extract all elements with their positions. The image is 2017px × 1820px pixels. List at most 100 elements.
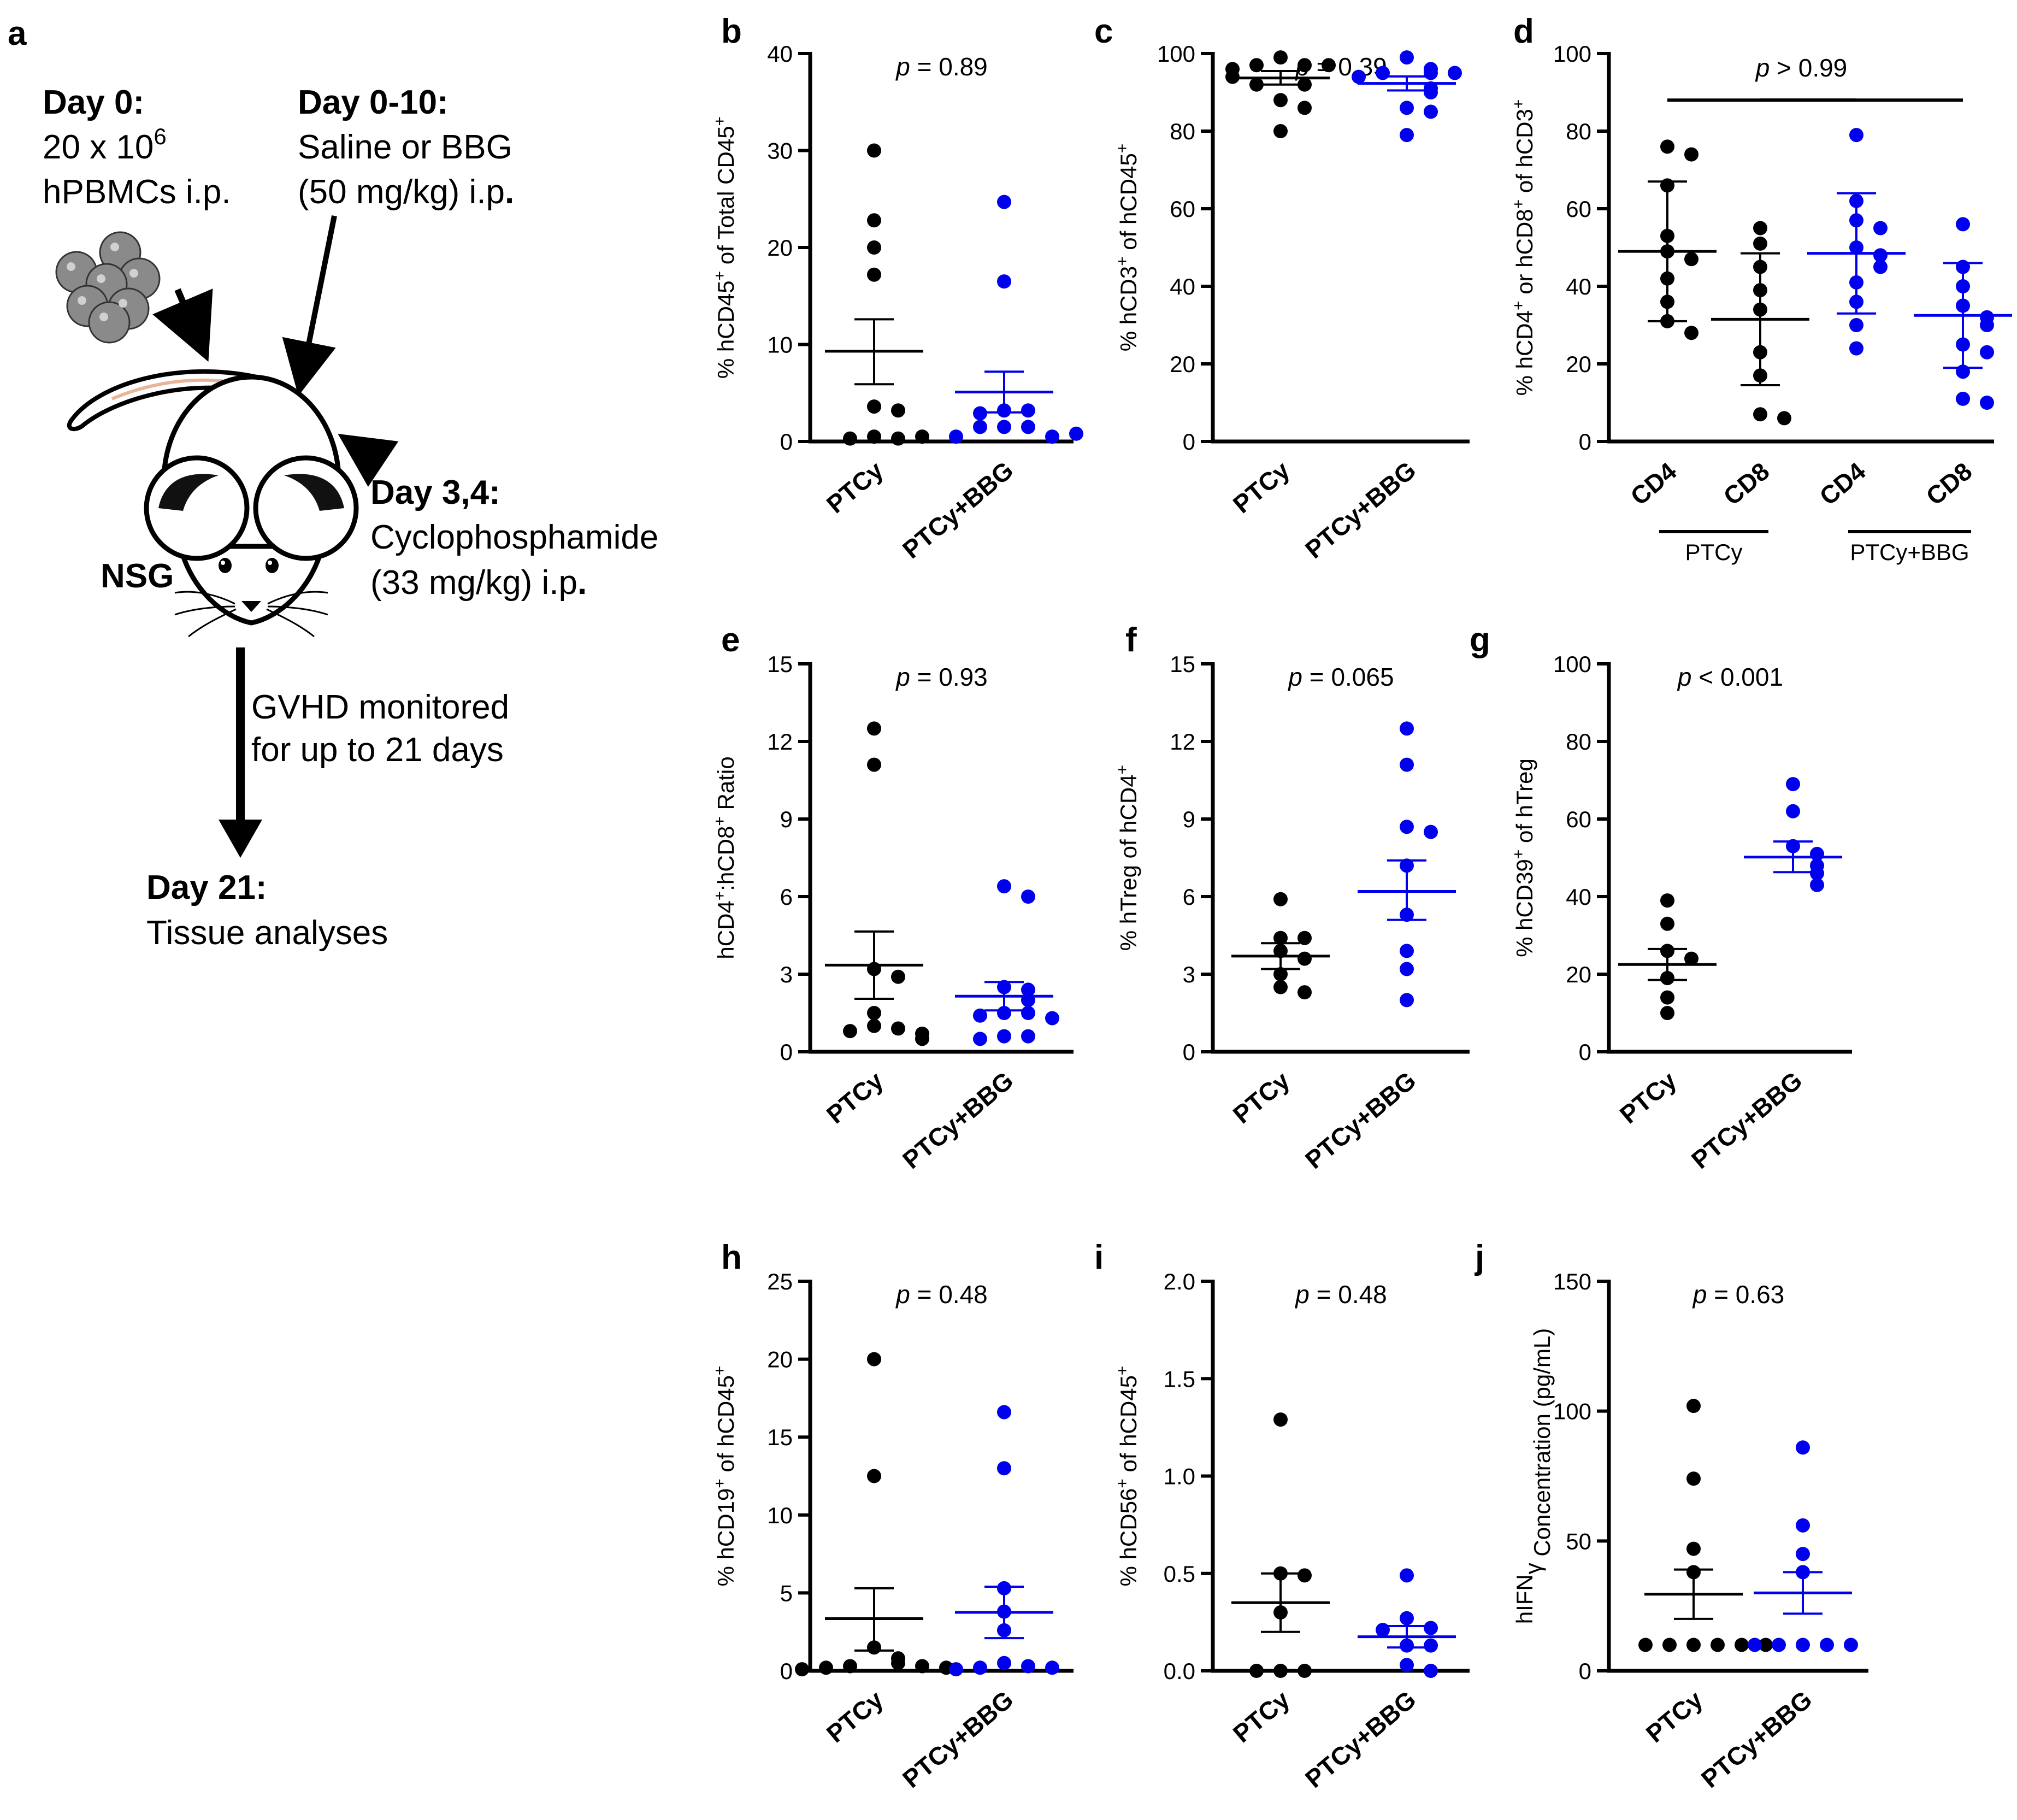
data-point <box>1849 341 1863 356</box>
data-point <box>1249 1664 1264 1678</box>
x-category-label: PTCy+BBG <box>1686 1066 1807 1174</box>
chart-panel-i: i0.00.51.01.52.0% hCD56+ of hCD45+p = 0.… <box>1094 1239 1470 1793</box>
data-point <box>1772 1638 1786 1652</box>
data-point <box>1448 66 1462 80</box>
y-tick-label: 5 <box>780 1580 793 1606</box>
data-point <box>1684 147 1698 162</box>
data-point <box>997 195 1011 209</box>
series-ptcy-bbg <box>1358 1568 1456 1678</box>
x-category-label: PTCy+BBG <box>1696 1685 1817 1793</box>
data-point <box>1021 1006 1035 1020</box>
y-tick-label: 15 <box>767 651 793 677</box>
whisker <box>267 591 328 605</box>
data-point <box>1424 1621 1438 1635</box>
day34-dose-dot: . <box>577 564 587 602</box>
y-axis-title-part: of hCD45 <box>1116 153 1141 256</box>
series-ptcy-bbg <box>1352 50 1462 143</box>
x-category-label: PTCy+BBG <box>897 1066 1018 1174</box>
series-ptcy <box>1618 893 1717 1020</box>
y-tick-label: 100 <box>1553 1399 1591 1424</box>
series-ptcy <box>1618 139 1717 340</box>
data-point <box>1873 248 1888 263</box>
y-axis-title-part: Ratio <box>713 756 739 816</box>
data-point <box>1400 993 1414 1008</box>
data-point <box>867 143 881 158</box>
data-point <box>1759 1638 1773 1652</box>
data-point <box>1298 951 1312 966</box>
data-point <box>867 240 881 255</box>
y-tick-label: 0 <box>780 1658 793 1684</box>
p-value-text: = 0.065 <box>1302 663 1394 691</box>
mouse-right-eye <box>266 558 279 573</box>
x-category-label: PTCy+BBG <box>897 456 1018 564</box>
p-value-symbol: p <box>895 663 910 691</box>
data-point <box>867 399 881 414</box>
data-point <box>1021 1659 1035 1674</box>
day0-cells: hPBMCs i.p. <box>43 173 231 211</box>
x-category-label: PTCy <box>821 456 889 519</box>
y-axis-title-part: of Total CD45 <box>713 126 739 270</box>
p-value-label: p < 0.001 <box>1677 663 1783 691</box>
y-tick-label: 10 <box>767 1503 793 1528</box>
y-tick-label: 9 <box>780 806 793 832</box>
y-tick-label: 0 <box>1579 1658 1591 1684</box>
p-value-symbol: p <box>1755 54 1770 82</box>
data-point <box>1045 1660 1059 1675</box>
series-ptcy-bbg <box>1744 777 1842 892</box>
data-point <box>997 1405 1011 1420</box>
data-point <box>1045 1011 1059 1026</box>
y-tick-label: 40 <box>767 41 793 67</box>
y-axis-title-part: of hTreg <box>1512 758 1537 850</box>
data-point <box>867 1469 881 1483</box>
gvhd-line2: for up to 21 days <box>251 731 504 769</box>
y-tick-label: 2.0 <box>1164 1269 1195 1294</box>
data-point <box>867 721 881 736</box>
group-label: PTCy+BBG <box>1850 539 1969 565</box>
y-tick-label: 80 <box>1566 119 1591 144</box>
day010-title: Day 0-10: <box>298 84 449 121</box>
y-tick-label: 20 <box>1566 962 1591 987</box>
panel-letter-i: i <box>1094 1239 1104 1276</box>
data-point <box>819 1660 833 1675</box>
data-point <box>1400 1611 1414 1625</box>
data-point <box>1021 982 1035 997</box>
data-point <box>1376 1623 1390 1638</box>
y-tick-label: 80 <box>1170 119 1195 144</box>
data-point <box>1400 721 1414 736</box>
data-point <box>1980 345 1994 360</box>
series-ptcy-bbg <box>949 195 1083 444</box>
data-point <box>949 429 963 444</box>
y-axis-title-part: of hCD45 <box>713 1375 739 1479</box>
day010-dose: (50 mg/kg) i.p. <box>298 173 514 211</box>
data-point <box>1273 1412 1288 1427</box>
data-point <box>915 1032 929 1046</box>
y-tick-label: 50 <box>1566 1528 1591 1554</box>
mouse-strain-label: NSG <box>101 557 174 595</box>
y-axis-title-part: hCD4 <box>713 900 739 959</box>
y-axis-title-part: :hCD8 <box>713 826 739 891</box>
y-axis-title: % hCD45+ of Total CD45+ <box>711 116 739 379</box>
data-point <box>1820 1638 1834 1652</box>
data-point <box>997 274 1011 289</box>
y-axis-title-part: hIFN <box>1512 1574 1537 1624</box>
arrow-to-mouse-back <box>282 215 337 396</box>
panel-letter-a: a <box>8 15 27 52</box>
y-tick-label: 150 <box>1553 1269 1591 1294</box>
y-axis-title-part: Concentration (pg/mL) <box>1529 1328 1555 1563</box>
data-point <box>1021 890 1035 904</box>
data-point <box>867 757 881 772</box>
x-category-label: PTCy+BBG <box>1300 456 1421 564</box>
data-point <box>1753 236 1767 251</box>
data-point <box>1249 58 1264 73</box>
day34-dose: (33 mg/kg) i.p. <box>370 564 587 602</box>
y-tick-label: 6 <box>780 884 793 910</box>
y-tick-label: 0 <box>1183 1039 1195 1065</box>
data-point <box>1796 1518 1810 1533</box>
day010-dose-main: (50 mg/kg) i.p <box>298 173 505 211</box>
data-point <box>1684 252 1698 267</box>
hpbmc-cells-icon <box>55 231 161 344</box>
data-point <box>1956 391 1970 406</box>
p-value-text: = 0.39 <box>1310 52 1387 81</box>
series-ptcy-bbg <box>1358 721 1456 1008</box>
